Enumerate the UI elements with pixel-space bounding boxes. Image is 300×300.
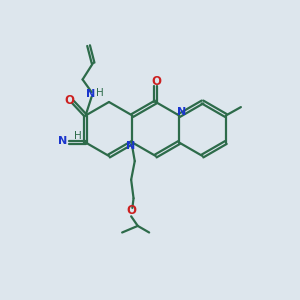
- Text: O: O: [64, 94, 74, 107]
- Text: O: O: [126, 204, 136, 218]
- Text: H: H: [95, 88, 103, 98]
- Text: N: N: [126, 141, 136, 151]
- Text: N: N: [86, 89, 95, 100]
- Text: N: N: [58, 136, 68, 146]
- Text: N: N: [177, 107, 186, 117]
- Text: H: H: [74, 131, 81, 141]
- Text: O: O: [151, 75, 161, 88]
